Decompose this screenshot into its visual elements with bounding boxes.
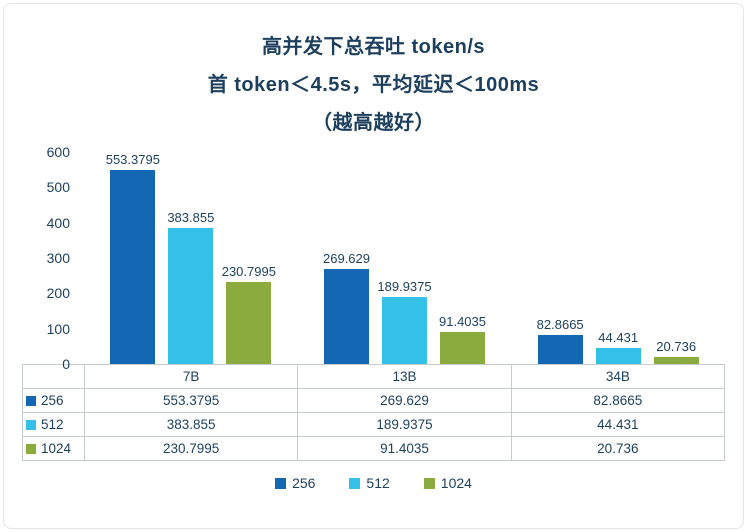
bar-value-label: 383.855: [167, 210, 215, 226]
data-table: 7B 13B 34B 256 553.3795 269.629 82.8665 512 383…: [22, 364, 726, 461]
y-tick-label: 200: [46, 285, 70, 302]
bar-column: 189.9375: [377, 152, 432, 364]
table-corner-cell: [22, 364, 85, 389]
legend-swatch-icon: [423, 477, 435, 489]
legend-swatch-icon: [26, 420, 36, 430]
bar-group-7B: 553.3795 383.855 230.7995: [84, 152, 298, 364]
bar-value-label: 269.629: [323, 250, 370, 266]
y-tick-label: 500: [46, 179, 70, 196]
bar-1024-13B: [440, 331, 485, 364]
legend-item-1024: 1024: [423, 475, 472, 491]
chart-title-line2: 首 token＜4.5s，平均延迟＜100ms: [207, 74, 540, 96]
bar-512-34B: [595, 348, 641, 364]
legend-swatch-icon: [26, 396, 36, 406]
table-header-cell: 7B: [83, 364, 299, 389]
table-value-cell: 82.8665: [510, 388, 726, 413]
table-body: 256 553.3795 269.629 82.8665 512 383.855 189.9…: [22, 388, 726, 461]
chart-title-line3: （越高越好）: [312, 112, 435, 134]
bar-column: 82.8665: [536, 152, 584, 364]
chart-card: 高并发下总吞吐 token/s 首 token＜4.5s，平均延迟＜100ms …: [3, 3, 744, 529]
table-header-cell: 34B: [510, 364, 726, 389]
bar-group-34B: 82.8665 44.431 20.736: [511, 152, 725, 364]
bar-512-13B: [382, 296, 427, 364]
y-tick-label: 100: [46, 320, 70, 337]
bar-column: 383.855: [167, 152, 215, 364]
bar-256-34B: [537, 334, 583, 364]
row-label-cell: 256: [22, 388, 85, 413]
bar-value-label: 91.4035: [439, 313, 486, 329]
table-value-cell: 230.7995: [83, 436, 299, 461]
table-value-cell: 20.736: [510, 436, 726, 461]
table-value-cell: 269.629: [297, 388, 512, 413]
y-tick-label: 400: [46, 214, 70, 231]
bar-1024-7B: [226, 282, 272, 364]
legend-item-256: 256: [275, 475, 315, 491]
y-tick-label: 0: [62, 356, 70, 372]
y-axis: 0 100 200 300 400 500 600: [22, 145, 84, 371]
bar-512-7B: [168, 228, 214, 364]
legend-item-512: 512: [349, 475, 390, 491]
bar-1024-34B: [653, 356, 699, 364]
bar-column: 20.736: [653, 152, 699, 364]
legend-item-label: 1024: [440, 475, 472, 491]
bar-256-7B: [110, 170, 156, 364]
bar-value-label: 44.431: [598, 330, 639, 346]
plot-area: 553.3795 383.855 230.7995 269.629 189.9375 91…: [84, 152, 725, 364]
bar-value-label: 553.3795: [105, 152, 160, 167]
bar-value-label: 230.7995: [221, 264, 276, 280]
chart-title-line1: 高并发下总吞吐 token/s: [261, 36, 486, 58]
table-value-cell: 91.4035: [297, 436, 512, 461]
table-header-row: 7B 13B 34B: [22, 364, 726, 389]
bar-column: 553.3795: [106, 152, 160, 364]
legend-swatch-icon: [349, 477, 361, 489]
table-row: 256 553.3795 269.629 82.8665: [22, 388, 726, 413]
bar-value-label: 189.9375: [377, 278, 432, 294]
bar-column: 230.7995: [222, 152, 276, 364]
legend: 256 512 1024: [4, 475, 743, 491]
y-tick-label: 600: [46, 144, 70, 160]
legend-item-label: 256: [292, 475, 316, 491]
row-label-cell: 1024: [22, 436, 85, 461]
bar-column: 44.431: [595, 152, 641, 364]
table-row: 1024 230.7995 91.4035 20.736: [22, 436, 726, 461]
legend-swatch-icon: [26, 444, 36, 454]
bar-value-label: 82.8665: [536, 316, 584, 332]
table-header: 7B 13B 34B: [22, 364, 726, 389]
bar-column: 269.629: [323, 152, 370, 364]
bar-group-13B: 269.629 189.9375 91.4035: [298, 152, 512, 364]
bar-column: 91.4035: [439, 152, 486, 364]
bar-256-13B: [324, 268, 369, 364]
table-value-cell: 383.855: [83, 412, 299, 437]
table-header-cell: 13B: [297, 364, 512, 389]
row-label-cell: 512: [22, 412, 85, 437]
table-value-cell: 189.9375: [297, 412, 512, 437]
y-tick-label: 300: [46, 250, 70, 266]
legend-item-label: 512: [366, 475, 390, 491]
table-row: 512 383.855 189.9375 44.431: [22, 412, 726, 437]
bar-chart: 0 100 200 300 400 500 600 553.3795 383.855 230.7…: [22, 145, 725, 371]
legend-swatch-icon: [275, 477, 287, 489]
table-value-cell: 44.431: [510, 412, 726, 437]
table-value-cell: 553.3795: [83, 388, 299, 413]
bar-value-label: 20.736: [656, 338, 697, 354]
chart-title: 高并发下总吞吐 token/s 首 token＜4.5s，平均延迟＜100ms …: [4, 4, 743, 142]
